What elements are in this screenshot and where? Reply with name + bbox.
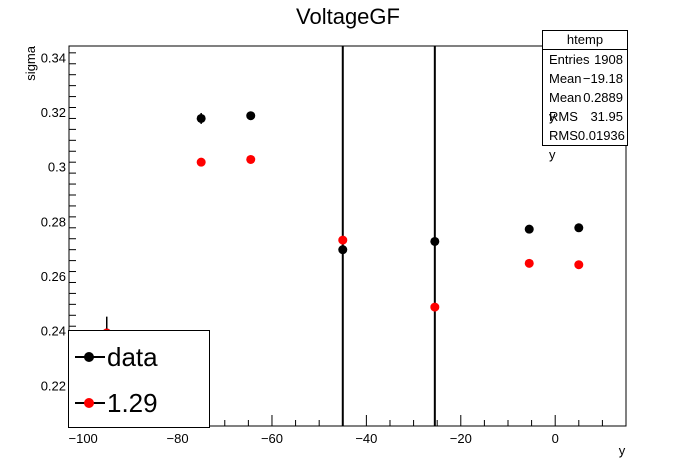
stats-row-mean-y: Mean y 0.2889 <box>543 88 627 124</box>
x-tick-label: −100 <box>69 431 98 446</box>
stats-title: htemp <box>543 31 627 50</box>
legend: data 1.29 <box>68 330 210 428</box>
legend-label: data <box>107 342 158 372</box>
stats-label: Entries <box>549 52 590 67</box>
stats-label: RMS y <box>549 128 578 162</box>
y-axis-label: sigma <box>23 45 38 80</box>
data-point-data <box>524 224 534 234</box>
data-point-fit <box>246 154 256 164</box>
legend-label: 1.29 <box>107 388 158 418</box>
data-point-data <box>574 223 584 233</box>
x-tick-label: 0 <box>552 431 559 446</box>
stats-box: htemp Entries 1908 Mean −19.18 Mean y 0.… <box>542 30 628 162</box>
legend-marker <box>84 398 94 408</box>
stats-value: 31.95 <box>590 109 623 124</box>
legend-marker <box>84 352 94 362</box>
x-tick-label: −60 <box>261 431 283 446</box>
legend-item-data: data <box>69 337 209 377</box>
stats-value: −19.18 <box>582 71 623 86</box>
data-point-data <box>246 111 256 121</box>
data-point-data <box>430 236 440 246</box>
stats-label: Mean y <box>549 90 582 124</box>
data-point-fit <box>574 260 584 270</box>
data-point-fit <box>338 235 348 245</box>
data-point-fit <box>524 258 534 268</box>
x-tick-label: −40 <box>355 431 377 446</box>
data-point-data <box>196 113 206 123</box>
stats-value: 0.01936 <box>577 128 625 143</box>
x-axis-label: y <box>619 443 626 458</box>
stats-row-rms: RMS 31.95 <box>543 107 627 126</box>
plot-frame <box>68 45 627 427</box>
data-point-fit <box>196 157 206 167</box>
y-tick-label: 0.24 <box>41 324 66 339</box>
stats-value: 1908 <box>594 52 623 67</box>
x-tick-label: −20 <box>450 431 472 446</box>
stats-row-entries: Entries 1908 <box>543 50 627 69</box>
legend-item-1-29: 1.29 <box>69 383 209 423</box>
data-point-fit <box>430 302 440 312</box>
y-tick-label: 0.22 <box>41 378 66 393</box>
stats-label: RMS <box>549 109 578 124</box>
axes: −100 −80 −60 −40 −20 0 0.22 0.24 0.26 0.28 0.3 0.32… <box>41 50 603 446</box>
y-tick-label: 0.32 <box>41 105 66 120</box>
stats-label: Mean <box>549 71 582 86</box>
stats-row-mean: Mean −19.18 <box>543 69 627 88</box>
y-tick-label: 0.26 <box>41 269 66 284</box>
stats-row-rms-y: RMS y 0.01936 <box>543 126 627 162</box>
data-point-data <box>338 245 348 255</box>
stats-value: 0.2889 <box>583 90 623 105</box>
x-tick-label: −80 <box>167 431 189 446</box>
y-tick-label: 0.3 <box>48 160 66 175</box>
y-tick-label: 0.34 <box>41 50 66 65</box>
y-tick-label: 0.28 <box>41 214 66 229</box>
chart-title: VoltageGF <box>296 4 400 29</box>
